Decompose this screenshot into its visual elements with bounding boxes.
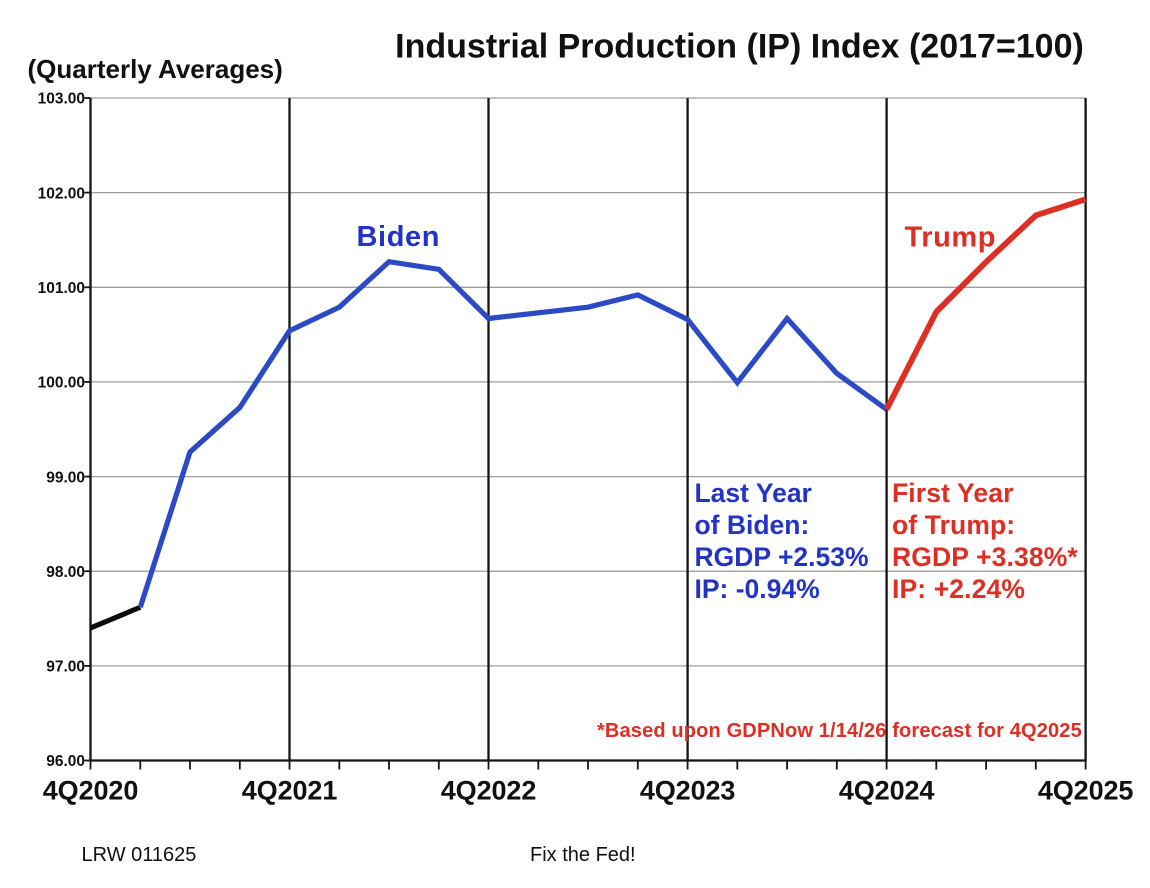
svg-text:99.00: 99.00 xyxy=(46,469,85,486)
svg-text:4Q2023: 4Q2023 xyxy=(640,776,736,806)
svg-text:RGDP +2.53%: RGDP +2.53% xyxy=(695,542,869,572)
svg-text:of Trump:: of Trump: xyxy=(892,510,1015,540)
svg-text:IP: -0.94%: IP: -0.94% xyxy=(695,574,820,604)
svg-text:LRW 011625: LRW 011625 xyxy=(82,844,197,866)
svg-text:100.00: 100.00 xyxy=(38,375,85,392)
svg-text:Biden: Biden xyxy=(357,221,441,253)
svg-text:102.00: 102.00 xyxy=(38,185,85,202)
svg-text:97.00: 97.00 xyxy=(46,659,85,676)
svg-text:of Biden:: of Biden: xyxy=(695,510,810,540)
svg-text:4Q2024: 4Q2024 xyxy=(839,776,935,806)
svg-text:4Q2021: 4Q2021 xyxy=(242,776,338,806)
svg-text:Trump: Trump xyxy=(905,222,997,254)
svg-text:98.00: 98.00 xyxy=(46,564,85,581)
svg-text:RGDP +3.38%*: RGDP +3.38%* xyxy=(892,542,1078,572)
svg-text:*Based upon GDPNow 1/14/26 for: *Based upon GDPNow 1/14/26 forecast for … xyxy=(597,720,1082,742)
svg-text:Last Year: Last Year xyxy=(695,478,812,508)
svg-text:First Year: First Year xyxy=(892,478,1014,508)
svg-text:103.00: 103.00 xyxy=(38,91,85,108)
svg-text:Industrial Production (IP) Ind: Industrial Production (IP) Index (2017=1… xyxy=(395,28,1084,66)
svg-text:4Q2025: 4Q2025 xyxy=(1038,776,1134,806)
svg-text:Fix the Fed!: Fix the Fed! xyxy=(530,844,636,866)
svg-text:IP: +2.24%: IP: +2.24% xyxy=(892,574,1025,604)
svg-text:101.00: 101.00 xyxy=(38,280,85,297)
svg-text:96.00: 96.00 xyxy=(46,753,85,770)
svg-text:(Quarterly Averages): (Quarterly Averages) xyxy=(28,54,283,84)
svg-text:4Q2020: 4Q2020 xyxy=(43,776,138,806)
svg-text:4Q2022: 4Q2022 xyxy=(441,776,536,806)
